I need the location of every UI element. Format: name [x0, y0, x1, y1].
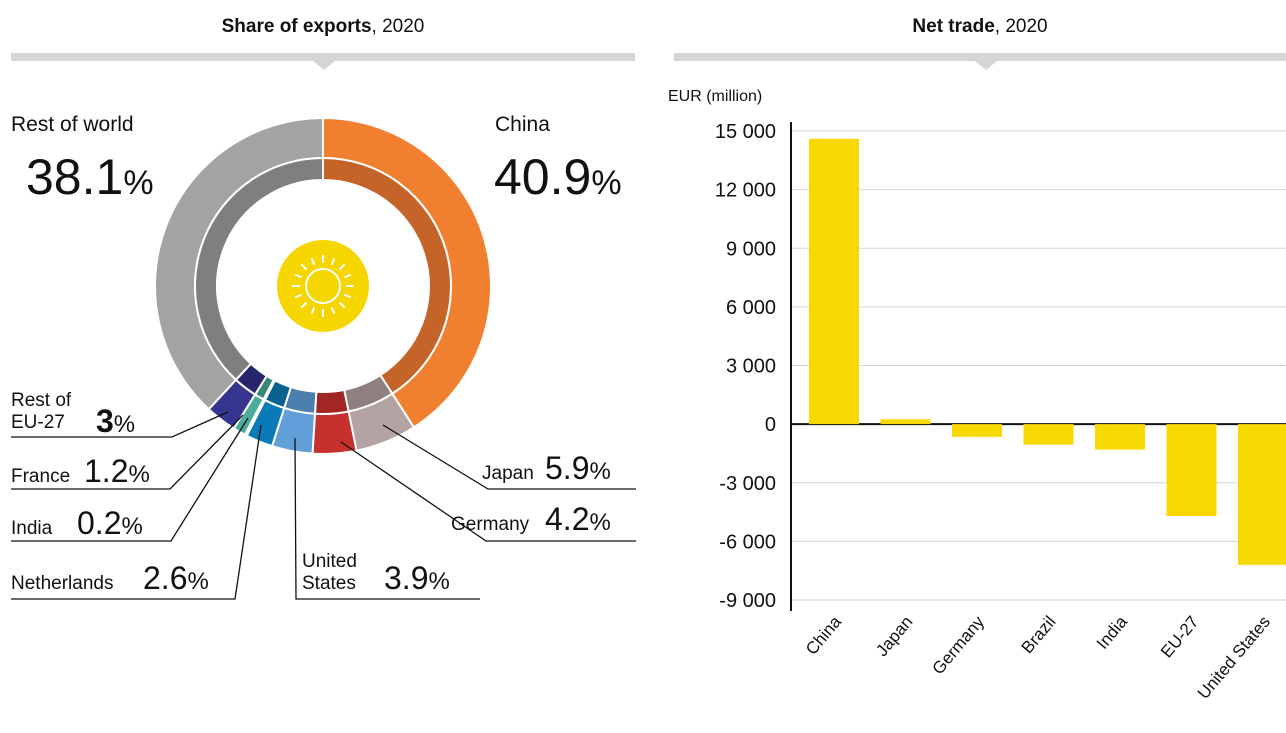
- net-trade-title-notch: [975, 61, 997, 70]
- x-category-label: Brazil: [1018, 612, 1060, 657]
- exports-title-bold: Share of exports: [221, 16, 372, 37]
- leader-line-rest-eu: [11, 411, 229, 438]
- leader-line-india: [11, 417, 249, 542]
- value-united-states: 3.9%: [384, 560, 450, 596]
- y-tick-label: -3 000: [719, 473, 776, 495]
- bar-india: [1095, 424, 1145, 450]
- label-rest-of-eu-line1: Rest of: [11, 390, 72, 411]
- x-category-label: United States: [1194, 612, 1274, 702]
- y-tick-label: -6 000: [719, 531, 776, 553]
- label-germany: Germany: [451, 514, 530, 535]
- net-trade-title-bold: Net trade: [912, 16, 995, 37]
- label-united-states-line1: United: [302, 551, 357, 572]
- label-china: China: [495, 113, 550, 136]
- leader-line-united-states: [294, 437, 480, 600]
- label-rest-of-eu-line2: EU-27: [11, 412, 65, 433]
- value-france: 1.2%: [84, 453, 150, 489]
- exports-title-rule: [11, 53, 635, 61]
- leader-line-france: [11, 414, 244, 490]
- sun-icon: [277, 240, 369, 332]
- value-germany: 4.2%: [545, 501, 611, 537]
- y-tick-label: -9 000: [719, 590, 776, 612]
- y-tick-label: 6 000: [726, 297, 776, 319]
- value-china: 40.9%: [494, 149, 622, 205]
- exports-title-year: , 2020: [371, 16, 425, 37]
- value-india: 0.2%: [77, 505, 143, 541]
- y-tick-label: 12 000: [715, 180, 776, 202]
- value-rest-of-world: 38.1%: [26, 149, 154, 205]
- label-japan: Japan: [482, 463, 534, 484]
- donut-inner-ring-germany: [313, 388, 350, 415]
- label-netherlands: Netherlands: [11, 573, 113, 594]
- bar-japan: [880, 419, 931, 425]
- label-india: India: [11, 518, 53, 539]
- net-trade-title-year: , 2020: [994, 16, 1048, 37]
- net-trade-title-rule: [674, 53, 1286, 61]
- bar-eu-27: [1166, 424, 1217, 516]
- y-tick-label: 9 000: [726, 238, 776, 260]
- bar-brazil: [1023, 424, 1074, 445]
- leader-line-netherlands: [11, 424, 262, 600]
- exports-title-notch: [313, 61, 335, 70]
- label-france: France: [11, 466, 70, 487]
- y-tick-label: 15 000: [715, 121, 776, 143]
- x-category-label: Japan: [872, 612, 916, 660]
- y-axis-unit-label: EUR (million): [668, 88, 762, 105]
- exports-panel-title: Share of exports, 2020: [0, 16, 646, 38]
- leader-line-germany: [340, 441, 636, 542]
- exports-donut-chart: Rest of world 38.1% China 40.9% Rest of …: [11, 113, 636, 600]
- donut-inner-ring-rest-of-world: [194, 156, 324, 382]
- bar-united-states: [1238, 424, 1286, 565]
- bar-germany: [952, 424, 1002, 437]
- value-netherlands: 2.6%: [143, 560, 209, 596]
- value-japan: 5.9%: [545, 450, 611, 486]
- x-category-label: Germany: [929, 612, 989, 678]
- x-category-label: India: [1093, 612, 1132, 653]
- net-trade-panel-title: Net trade, 2020: [674, 16, 1286, 38]
- label-united-states-line2: States: [302, 573, 356, 594]
- leader-line-japan: [382, 424, 636, 490]
- x-category-label: China: [802, 612, 845, 659]
- bar-china: [809, 138, 859, 425]
- value-rest-of-eu: 3%: [96, 403, 135, 439]
- label-rest-of-world: Rest of world: [11, 113, 134, 136]
- y-tick-label: 3 000: [726, 356, 776, 378]
- y-tick-label: 0: [765, 414, 776, 436]
- x-category-label: EU-27: [1157, 612, 1203, 661]
